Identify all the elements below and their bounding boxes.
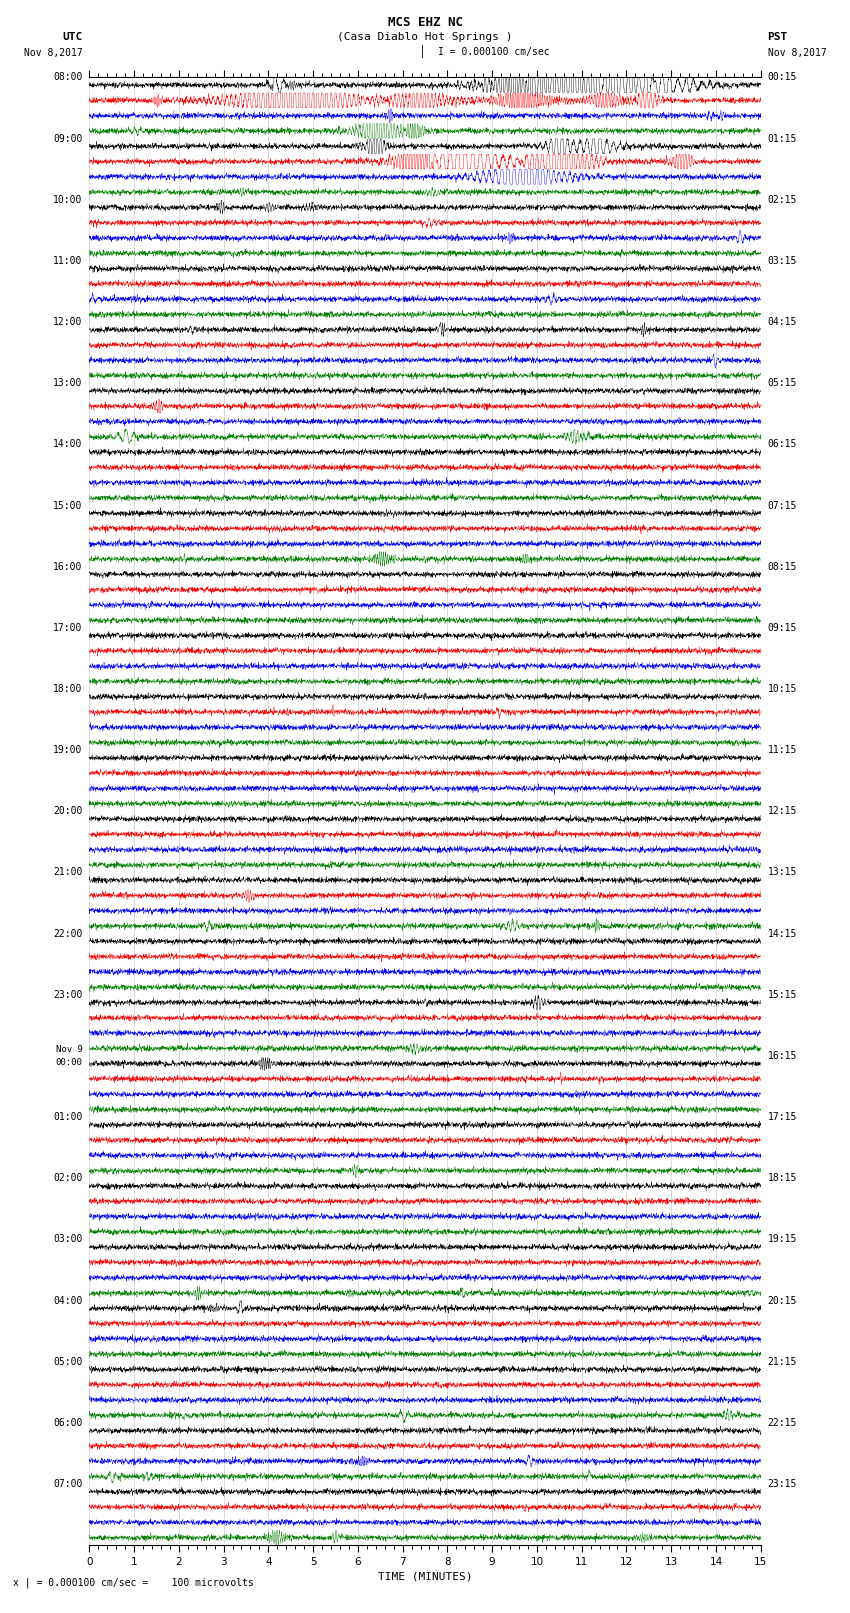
Text: 21:00: 21:00 xyxy=(53,868,82,877)
Text: PST: PST xyxy=(768,32,788,42)
Text: 08:00: 08:00 xyxy=(53,73,82,82)
Text: 08:15: 08:15 xyxy=(768,561,797,571)
Text: 02:15: 02:15 xyxy=(768,195,797,205)
Text: 17:00: 17:00 xyxy=(53,623,82,632)
Text: 22:15: 22:15 xyxy=(768,1418,797,1428)
Text: 20:15: 20:15 xyxy=(768,1295,797,1305)
Text: 14:15: 14:15 xyxy=(768,929,797,939)
Text: 01:15: 01:15 xyxy=(768,134,797,144)
Text: 09:00: 09:00 xyxy=(53,134,82,144)
Text: 20:00: 20:00 xyxy=(53,806,82,816)
Text: 06:15: 06:15 xyxy=(768,439,797,450)
Text: 05:00: 05:00 xyxy=(53,1357,82,1366)
Text: 23:15: 23:15 xyxy=(768,1479,797,1489)
Text: 16:00: 16:00 xyxy=(53,561,82,571)
Text: x | = 0.000100 cm/sec =    100 microvolts: x | = 0.000100 cm/sec = 100 microvolts xyxy=(13,1578,253,1589)
Text: Nov 8,2017: Nov 8,2017 xyxy=(24,48,82,58)
Text: 22:00: 22:00 xyxy=(53,929,82,939)
Text: 04:15: 04:15 xyxy=(768,318,797,327)
Text: 03:15: 03:15 xyxy=(768,256,797,266)
Text: 18:00: 18:00 xyxy=(53,684,82,694)
Text: 12:15: 12:15 xyxy=(768,806,797,816)
Text: UTC: UTC xyxy=(62,32,82,42)
Text: 18:15: 18:15 xyxy=(768,1173,797,1184)
Text: 13:15: 13:15 xyxy=(768,868,797,877)
Text: 17:15: 17:15 xyxy=(768,1111,797,1123)
Text: 21:15: 21:15 xyxy=(768,1357,797,1366)
Text: 04:00: 04:00 xyxy=(53,1295,82,1305)
X-axis label: TIME (MINUTES): TIME (MINUTES) xyxy=(377,1571,473,1581)
Text: 13:00: 13:00 xyxy=(53,377,82,389)
Text: 00:15: 00:15 xyxy=(768,73,797,82)
Text: 23:00: 23:00 xyxy=(53,990,82,1000)
Text: 19:15: 19:15 xyxy=(768,1234,797,1245)
Text: Nov 8,2017: Nov 8,2017 xyxy=(768,48,826,58)
Text: 00:00: 00:00 xyxy=(55,1058,82,1066)
Text: 06:00: 06:00 xyxy=(53,1418,82,1428)
Text: 07:00: 07:00 xyxy=(53,1479,82,1489)
Text: MCS EHZ NC: MCS EHZ NC xyxy=(388,16,462,29)
Text: 11:15: 11:15 xyxy=(768,745,797,755)
Text: 11:00: 11:00 xyxy=(53,256,82,266)
Text: Nov 9: Nov 9 xyxy=(55,1045,82,1055)
Text: 15:00: 15:00 xyxy=(53,500,82,511)
Text: 05:15: 05:15 xyxy=(768,377,797,389)
Text: 19:00: 19:00 xyxy=(53,745,82,755)
Text: 10:00: 10:00 xyxy=(53,195,82,205)
Text: 09:15: 09:15 xyxy=(768,623,797,632)
Text: (Casa Diablo Hot Springs ): (Casa Diablo Hot Springs ) xyxy=(337,32,513,42)
Text: 14:00: 14:00 xyxy=(53,439,82,450)
Text: 02:00: 02:00 xyxy=(53,1173,82,1184)
Text: 15:15: 15:15 xyxy=(768,990,797,1000)
Text: 03:00: 03:00 xyxy=(53,1234,82,1245)
Text: 10:15: 10:15 xyxy=(768,684,797,694)
Text: I = 0.000100 cm/sec: I = 0.000100 cm/sec xyxy=(438,47,549,56)
Text: 01:00: 01:00 xyxy=(53,1111,82,1123)
Text: 12:00: 12:00 xyxy=(53,318,82,327)
Text: 16:15: 16:15 xyxy=(768,1052,797,1061)
Text: 07:15: 07:15 xyxy=(768,500,797,511)
